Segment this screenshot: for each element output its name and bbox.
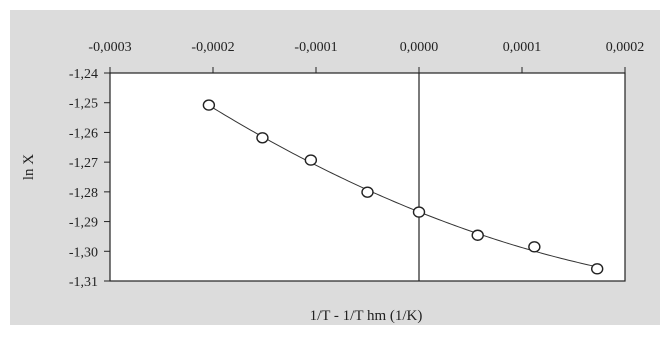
data-point-6 (528, 241, 541, 253)
data-point-5 (471, 229, 484, 241)
y-axis-label: ln X (21, 154, 37, 180)
data-points (202, 99, 604, 275)
data-point-1 (256, 132, 269, 144)
data-point-0 (202, 99, 216, 111)
y-tick-label-3: -1,27 (69, 156, 98, 171)
y-tick-label-2: -1,26 (69, 126, 98, 141)
y-tick-label-5: -1,29 (69, 216, 98, 231)
y-tick-label-4: -1,28 (69, 186, 98, 201)
x-tick-label-2: -0,0001 (294, 40, 337, 55)
y-tick-label-6: -1,30 (69, 245, 98, 260)
x-tick-label-4: 0,0001 (503, 40, 542, 55)
x-axis: -0,0003 -0,0002 -0,0001 0,0000 0,0001 0,0002 (88, 40, 644, 73)
plot-area (109, 72, 626, 282)
x-tick-label-5: 0,0002 (606, 40, 645, 55)
data-point-7 (590, 263, 604, 275)
x-tick-label-1: -0,0002 (191, 40, 234, 55)
y-axis: -1,24 -1,25 -1,26 -1,27 -1,28 -1,29 -1,30 -1,31 (69, 67, 110, 290)
y-tick-label-0: -1,24 (69, 67, 98, 82)
x-tick-label-3: 0,0000 (400, 40, 439, 55)
y-tick-label-7: -1,31 (69, 275, 98, 290)
data-point-2 (304, 154, 318, 166)
data-point-4 (412, 206, 426, 218)
x-tick-label-0: -0,0003 (88, 40, 131, 55)
data-point-3 (361, 186, 374, 198)
y-tick-label-1: -1,25 (69, 97, 98, 112)
x-axis-label: 1/T - 1/T hm (1/K) (310, 308, 423, 324)
